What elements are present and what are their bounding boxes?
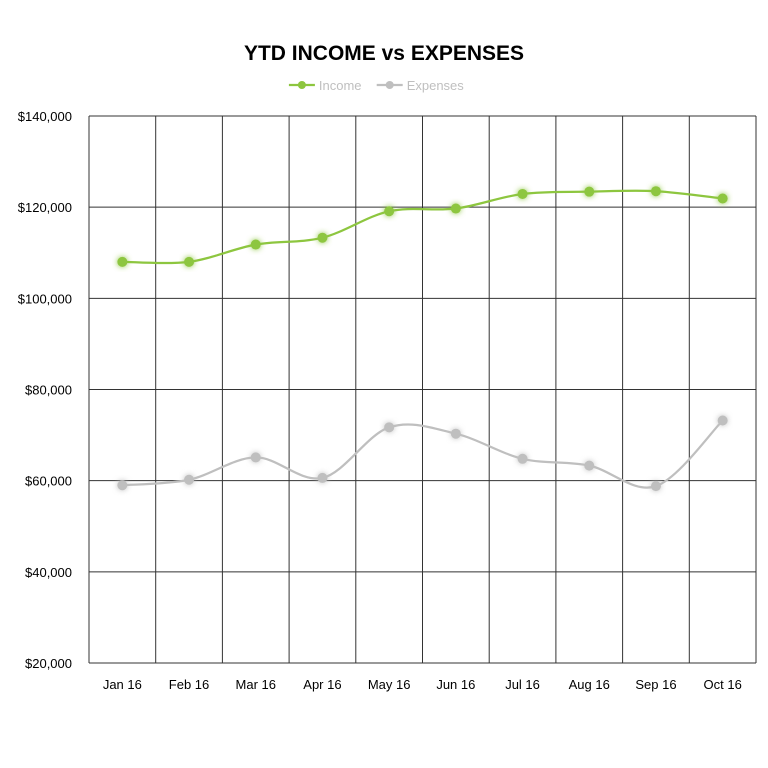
- data-point-income: [317, 232, 328, 243]
- series-income: [117, 186, 728, 267]
- x-tick-label: Feb 16: [169, 677, 209, 692]
- data-point-expenses: [250, 452, 261, 463]
- legend-item-expenses: Expenses: [376, 78, 465, 93]
- grid: [88, 115, 757, 664]
- data-point-income: [517, 188, 528, 199]
- x-tick-label: Sep 16: [635, 677, 676, 692]
- series-line-expenses: [121, 419, 724, 489]
- data-point-income: [584, 186, 595, 197]
- x-tick-label: Aug 16: [569, 677, 610, 692]
- legend-marker-income: [297, 81, 306, 89]
- legend-label-expenses: Expenses: [407, 78, 465, 93]
- data-point-expenses: [184, 474, 195, 485]
- data-point-expenses: [317, 472, 328, 483]
- y-tick-label: $100,000: [18, 291, 72, 306]
- y-tick-label: $80,000: [25, 383, 72, 398]
- data-point-expenses: [717, 415, 728, 426]
- data-point-income: [184, 256, 195, 267]
- y-tick-label: $40,000: [25, 565, 72, 580]
- x-tick-label: Oct 16: [704, 677, 742, 692]
- data-point-income: [250, 239, 261, 250]
- x-tick-label: Jan 16: [103, 677, 142, 692]
- x-tick-label: Apr 16: [303, 677, 341, 692]
- y-tick-label: $140,000: [18, 109, 72, 124]
- legend: Income Expenses: [288, 78, 465, 93]
- legend-marker-expenses: [385, 81, 394, 89]
- x-tick-label: Jul 16: [505, 677, 540, 692]
- data-point-expenses: [450, 428, 461, 439]
- y-axis-tick-labels: $20,000 $40,000 $60,000 $80,000 $100,000 $120…: [18, 109, 72, 671]
- data-point-expenses: [584, 460, 595, 471]
- y-tick-label: $120,000: [18, 200, 72, 215]
- data-point-income: [650, 186, 661, 197]
- data-point-expenses: [117, 480, 128, 491]
- data-point-income: [717, 193, 728, 204]
- data-point-income: [384, 206, 395, 217]
- series-layer: [117, 186, 728, 492]
- data-point-income: [117, 256, 128, 267]
- x-tick-label: May 16: [368, 677, 411, 692]
- legend-item-income: Income: [288, 78, 362, 93]
- series-expenses: [117, 415, 728, 492]
- series-line-income: [121, 189, 724, 265]
- y-tick-label: $20,000: [25, 656, 72, 671]
- legend-label-income: Income: [319, 78, 362, 93]
- data-point-expenses: [384, 422, 395, 433]
- x-tick-label: Jun 16: [436, 677, 475, 692]
- chart-title: YTD INCOME vs EXPENSES: [244, 42, 524, 65]
- y-tick-label: $60,000: [25, 474, 72, 489]
- data-point-expenses: [517, 453, 528, 464]
- x-tick-label: Mar 16: [236, 677, 276, 692]
- x-axis-tick-labels: Jan 16 Feb 16 Mar 16 Apr 16 May 16 Jun 16 Jul …: [103, 677, 742, 692]
- data-point-income: [450, 203, 461, 214]
- data-point-expenses: [650, 481, 661, 492]
